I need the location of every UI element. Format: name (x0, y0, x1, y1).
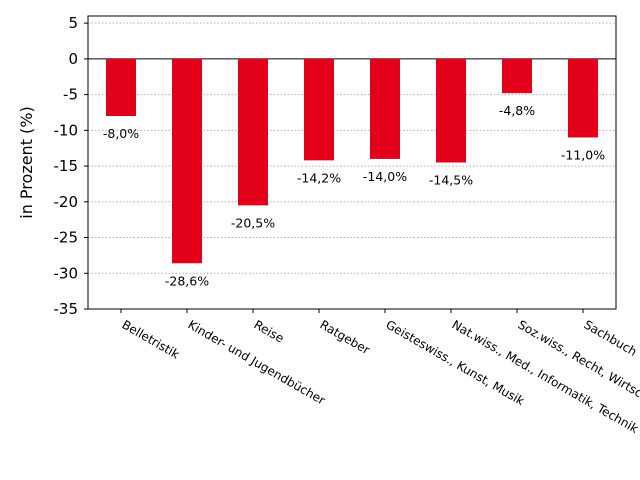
bar (304, 58, 334, 161)
y-tick-label: -25 (54, 229, 79, 247)
data-label: -14,2% (297, 170, 341, 185)
y-tick-label: -35 (54, 300, 79, 318)
bar (370, 58, 400, 159)
value-labels: -8,0% -28,6% -20,5% -14,2% -14,0% -14,5% -4,8%… (103, 103, 605, 288)
y-tick-label: 0 (68, 50, 78, 68)
bar (502, 58, 532, 94)
y-axis-title: in Prozent (%) (17, 106, 36, 218)
bar (436, 58, 466, 163)
y-tick-label: -30 (54, 264, 79, 282)
bar (172, 58, 202, 264)
y-axis-ticks: 5 0 -5 -10 -15 -20 -25 -30 -35 (54, 14, 88, 318)
y-tick-label: -20 (54, 193, 79, 211)
bars (106, 58, 598, 264)
data-label: -11,0% (561, 147, 605, 162)
y-tick-label: -5 (63, 86, 78, 104)
data-label: -20,5% (231, 215, 275, 230)
data-label: -14,0% (363, 169, 407, 184)
y-tick-label: -10 (54, 121, 79, 139)
bar (238, 58, 268, 206)
data-label: -28,6% (165, 273, 209, 288)
data-label: -4,8% (499, 103, 535, 118)
bar (568, 58, 598, 138)
y-tick-label: 5 (68, 14, 78, 32)
y-tick-label: -15 (54, 157, 79, 175)
data-label: -14,5% (429, 173, 473, 188)
plot-frame (87, 15, 617, 310)
data-label: -8,0% (103, 126, 139, 141)
bar (106, 58, 136, 117)
